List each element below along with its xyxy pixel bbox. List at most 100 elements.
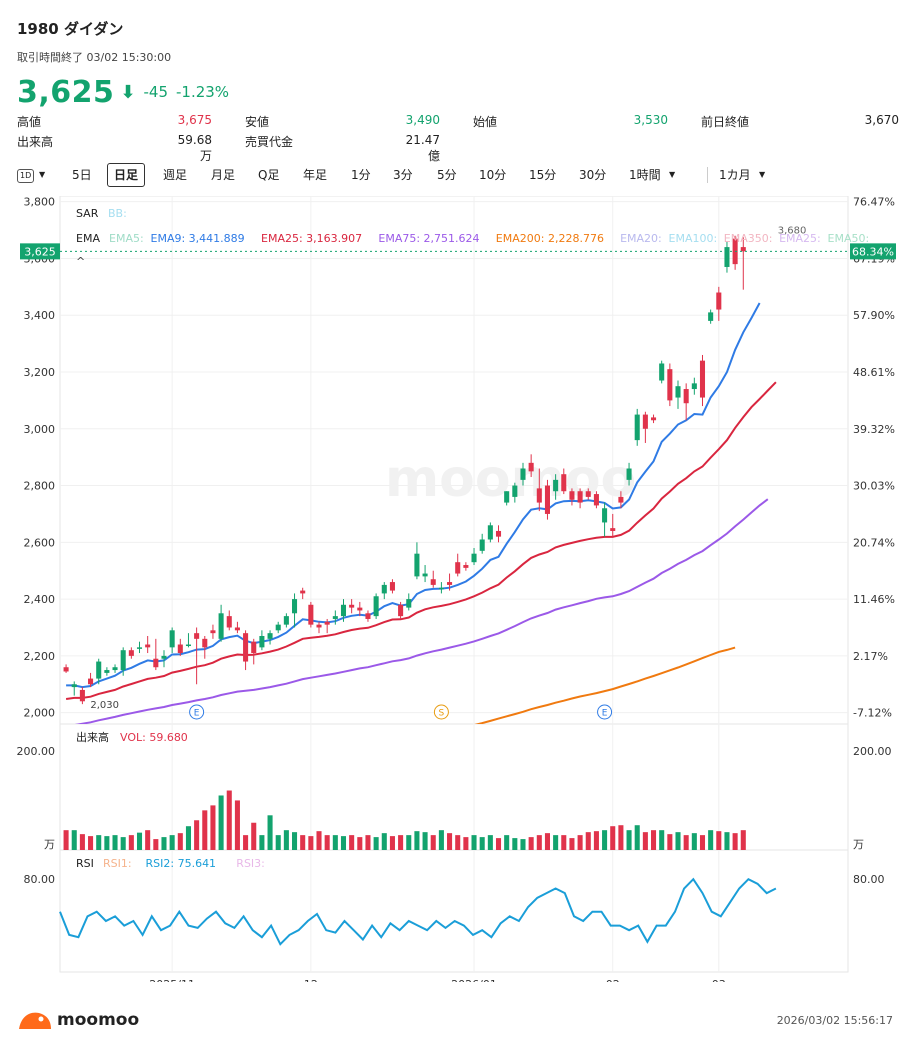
stat-value: 3,490 bbox=[405, 113, 440, 127]
candle-body bbox=[267, 633, 273, 639]
candle-body bbox=[634, 414, 640, 441]
tab-4[interactable]: 月足 bbox=[211, 168, 236, 182]
candle-body bbox=[120, 650, 126, 671]
volume-bar bbox=[732, 833, 738, 850]
volume-bar bbox=[324, 835, 330, 850]
stat-label: 売買代金 bbox=[245, 135, 294, 149]
brand-name: moomoo bbox=[57, 1010, 140, 1030]
candle-body bbox=[740, 247, 746, 252]
tab-8[interactable]: 3分 bbox=[393, 168, 413, 182]
volume-bar bbox=[504, 835, 510, 850]
candle-body bbox=[104, 670, 110, 673]
price-chart[interactable]: 3,80076.47%3,60067.19%3,40057.90%3,20048… bbox=[0, 196, 909, 982]
tab-11[interactable]: 15分 bbox=[529, 168, 557, 182]
volume-bar bbox=[610, 826, 616, 850]
candle-body bbox=[218, 613, 224, 639]
tab-10[interactable]: 10分 bbox=[479, 168, 507, 182]
tab-7[interactable]: 1分 bbox=[351, 168, 371, 182]
tab-13[interactable]: 1時間 bbox=[629, 168, 661, 182]
candle-body bbox=[716, 292, 722, 310]
ema-legend-item: EMA25: bbox=[779, 232, 821, 245]
volume-tick: 200.00 bbox=[17, 745, 56, 758]
tab-1[interactable]: 5日 bbox=[72, 168, 92, 182]
candle-body bbox=[316, 624, 322, 628]
volume-bar bbox=[479, 837, 485, 850]
stat-value: 3,670 bbox=[864, 113, 899, 127]
candle-body bbox=[667, 369, 673, 401]
ema-legend-item: EMA20: bbox=[620, 232, 662, 245]
chevron-down-icon[interactable]: ▼ bbox=[759, 170, 766, 179]
stat-value: 3,675 bbox=[177, 113, 212, 127]
volume-bar bbox=[308, 836, 314, 850]
y-tick-label: 3,800 bbox=[24, 196, 56, 209]
ema-line bbox=[65, 381, 777, 700]
tab-0[interactable]: 1D bbox=[17, 169, 35, 183]
candle-body bbox=[479, 539, 485, 551]
tab-2[interactable]: 日足 bbox=[107, 163, 146, 187]
volume-bar bbox=[520, 839, 526, 850]
volume-bar bbox=[569, 838, 575, 850]
volume-bar bbox=[365, 835, 371, 850]
tab-5[interactable]: Q足 bbox=[258, 168, 280, 182]
volume-bar bbox=[300, 835, 306, 850]
candle-body bbox=[642, 414, 648, 429]
x-tick-label: 02 bbox=[606, 978, 620, 982]
screenshot-timestamp: 2026/03/02 15:56:17 bbox=[776, 1014, 893, 1027]
volume-bar bbox=[536, 835, 542, 850]
volume-bar bbox=[683, 835, 689, 850]
volume-bar bbox=[651, 830, 657, 850]
volume-unit: 万 bbox=[44, 838, 55, 851]
volume-bar bbox=[340, 836, 347, 850]
volume-bar bbox=[316, 831, 322, 850]
volume-bar bbox=[724, 832, 730, 850]
tab-3[interactable]: 週足 bbox=[163, 168, 188, 182]
volume-bar bbox=[659, 830, 665, 850]
candle-body bbox=[471, 553, 477, 563]
tab-9[interactable]: 5分 bbox=[437, 168, 457, 182]
candle-body bbox=[259, 636, 265, 648]
y-tick-label: 3,000 bbox=[24, 423, 56, 436]
volume-bar bbox=[585, 832, 591, 850]
candle-body bbox=[577, 491, 583, 503]
price-row: 3,625 ⬇ -45 -1.23% bbox=[17, 72, 229, 112]
tab-14[interactable]: 1カ月 bbox=[719, 168, 751, 182]
tab-6[interactable]: 年足 bbox=[303, 168, 328, 182]
volume-bar bbox=[153, 839, 159, 850]
candle-body bbox=[553, 479, 559, 492]
candle-body bbox=[381, 584, 387, 594]
candle-body bbox=[659, 363, 665, 381]
tab-12[interactable]: 30分 bbox=[579, 168, 607, 182]
volume-bar bbox=[234, 800, 240, 850]
candle-body bbox=[414, 553, 420, 577]
ema-legend-item: EMA50: bbox=[828, 232, 870, 245]
page-title: 1980 ダイダン bbox=[17, 20, 124, 38]
candle-body bbox=[153, 658, 159, 668]
volume-bar bbox=[447, 833, 453, 850]
candle-body bbox=[651, 417, 657, 421]
stat-label: 出来高 bbox=[17, 135, 54, 149]
candle-body bbox=[79, 689, 85, 702]
volume-bar bbox=[169, 835, 175, 850]
volume-bar bbox=[667, 834, 673, 850]
candle-body bbox=[504, 491, 510, 503]
current-pct-label: 68.34% bbox=[852, 245, 894, 258]
rsi-legend-item: RSI3: bbox=[236, 857, 265, 870]
indicator-legend: SAR BB: EMA EMA5: EMA9: 3,441.889 EMA25: 3,16… bbox=[76, 207, 869, 268]
candle-body bbox=[308, 604, 314, 625]
candle-body bbox=[194, 633, 200, 639]
stat-value: 21.47億 bbox=[405, 133, 440, 163]
volume-bar bbox=[675, 832, 681, 850]
chevron-down-icon[interactable]: ▼ bbox=[39, 170, 46, 179]
volume-bar bbox=[544, 833, 550, 850]
y-tick-label: 3,400 bbox=[24, 309, 56, 322]
chevron-down-icon[interactable]: ▼ bbox=[669, 170, 676, 179]
candle-body bbox=[112, 667, 118, 671]
y-right-tick-label: 20.74% bbox=[853, 536, 895, 549]
event-marker-label: E bbox=[194, 709, 200, 719]
volume-bar bbox=[275, 835, 281, 850]
volume-bar bbox=[495, 838, 502, 850]
candle-body bbox=[210, 630, 216, 634]
volume-bar bbox=[406, 835, 412, 850]
collapse-icon: ^ bbox=[76, 255, 85, 268]
ema-legend-item: EMA5: bbox=[109, 232, 144, 245]
